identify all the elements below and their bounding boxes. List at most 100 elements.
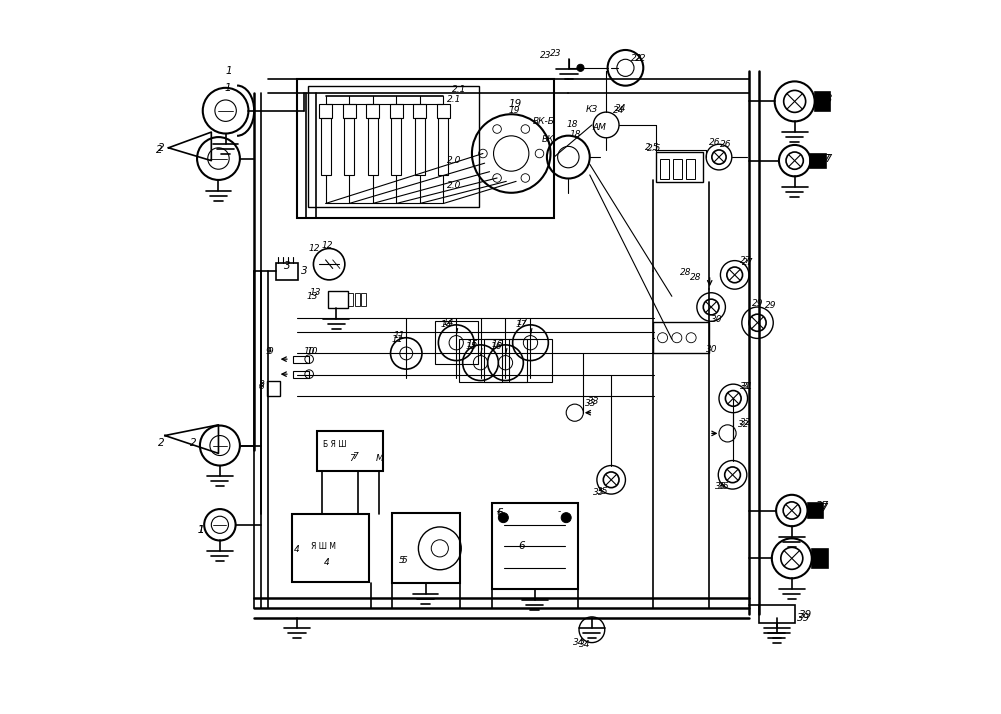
Text: 32: 32 (740, 418, 751, 427)
Circle shape (577, 64, 584, 71)
Text: 27: 27 (742, 258, 754, 267)
Text: 33: 33 (585, 399, 597, 408)
Text: 26: 26 (721, 140, 732, 149)
Bar (812, 549, 828, 568)
Bar (686, 159, 695, 178)
Text: 18: 18 (570, 130, 582, 139)
Text: 35: 35 (594, 488, 605, 497)
Text: 2.1: 2.1 (447, 96, 461, 104)
Bar (342, 104, 355, 118)
Text: 36: 36 (718, 483, 729, 491)
Text: 9: 9 (265, 347, 271, 356)
Bar (484, 339, 527, 382)
Text: 5: 5 (402, 556, 407, 565)
Text: 38: 38 (816, 550, 830, 560)
Bar (389, 104, 402, 118)
Text: 18: 18 (567, 121, 578, 129)
Text: 24: 24 (614, 106, 625, 115)
Bar (414, 118, 424, 175)
Text: 38: 38 (816, 550, 830, 560)
Bar (320, 118, 330, 175)
Text: 17: 17 (517, 318, 529, 327)
Circle shape (498, 513, 509, 523)
Bar (438, 118, 448, 175)
Bar (327, 291, 347, 308)
Bar (413, 104, 426, 118)
Text: 4: 4 (294, 545, 300, 554)
Text: +: + (494, 508, 503, 516)
Text: 3: 3 (284, 261, 290, 271)
Bar (293, 356, 309, 363)
Bar (354, 293, 359, 306)
Text: 8: 8 (258, 380, 264, 388)
Bar (811, 154, 826, 168)
Text: 2: 2 (158, 143, 164, 153)
Bar (654, 322, 709, 353)
Bar (808, 503, 823, 518)
Text: 19: 19 (509, 99, 522, 109)
Bar (434, 321, 477, 364)
Text: 22: 22 (632, 54, 643, 63)
Bar (391, 118, 401, 175)
Bar (392, 513, 459, 583)
Bar (319, 104, 332, 118)
Text: 7: 7 (349, 454, 355, 463)
Text: АМ: АМ (593, 123, 606, 131)
Text: 19: 19 (510, 106, 521, 115)
Polygon shape (168, 132, 211, 161)
Text: 1: 1 (197, 525, 204, 535)
Text: 5: 5 (399, 556, 404, 565)
Bar (367, 118, 377, 175)
Circle shape (562, 513, 572, 523)
Text: 23: 23 (551, 49, 562, 58)
Bar (674, 159, 682, 178)
Text: 37: 37 (816, 501, 830, 511)
Text: 27: 27 (741, 256, 752, 265)
Text: 32: 32 (738, 421, 749, 429)
Text: КЗ: КЗ (586, 105, 598, 114)
Text: Я Ш М: Я Ш М (311, 543, 336, 551)
Text: 33: 33 (588, 397, 600, 406)
Bar (317, 431, 383, 471)
Text: 26: 26 (709, 139, 721, 147)
Text: 34: 34 (579, 640, 591, 649)
Text: 23: 23 (541, 51, 552, 60)
Text: 17: 17 (516, 321, 527, 329)
Bar (293, 371, 309, 378)
Bar (267, 381, 280, 396)
Bar (297, 79, 554, 218)
Text: 30: 30 (706, 346, 718, 354)
Text: 15: 15 (465, 342, 476, 351)
Text: 13: 13 (307, 292, 318, 301)
Text: 37: 37 (818, 154, 832, 164)
Text: 37: 37 (816, 503, 830, 513)
Text: 1: 1 (197, 525, 204, 535)
Text: 22: 22 (635, 54, 647, 63)
Bar (437, 104, 449, 118)
Text: 38: 38 (821, 94, 834, 104)
Polygon shape (165, 425, 218, 453)
Text: М: М (375, 454, 383, 463)
Text: 13: 13 (309, 288, 320, 297)
Bar (292, 514, 369, 582)
Text: 11: 11 (393, 331, 404, 340)
Text: Б Я Ш: Б Я Ш (323, 441, 347, 449)
Text: 37: 37 (821, 154, 834, 164)
Bar (661, 159, 669, 178)
Text: 3: 3 (300, 266, 307, 276)
Text: 7: 7 (352, 453, 357, 461)
Text: 39: 39 (797, 613, 810, 623)
Text: 10: 10 (303, 347, 315, 356)
Bar (656, 152, 703, 182)
Text: 12: 12 (308, 244, 320, 253)
Text: 39: 39 (799, 610, 812, 620)
Text: 2: 2 (158, 438, 164, 448)
Text: 1: 1 (226, 66, 232, 76)
Text: 15: 15 (466, 340, 478, 348)
Text: 12: 12 (322, 241, 333, 250)
Bar (459, 339, 502, 382)
Bar (815, 92, 831, 111)
Text: 2.5: 2.5 (646, 144, 660, 152)
Bar (348, 293, 353, 306)
Bar (366, 104, 379, 118)
